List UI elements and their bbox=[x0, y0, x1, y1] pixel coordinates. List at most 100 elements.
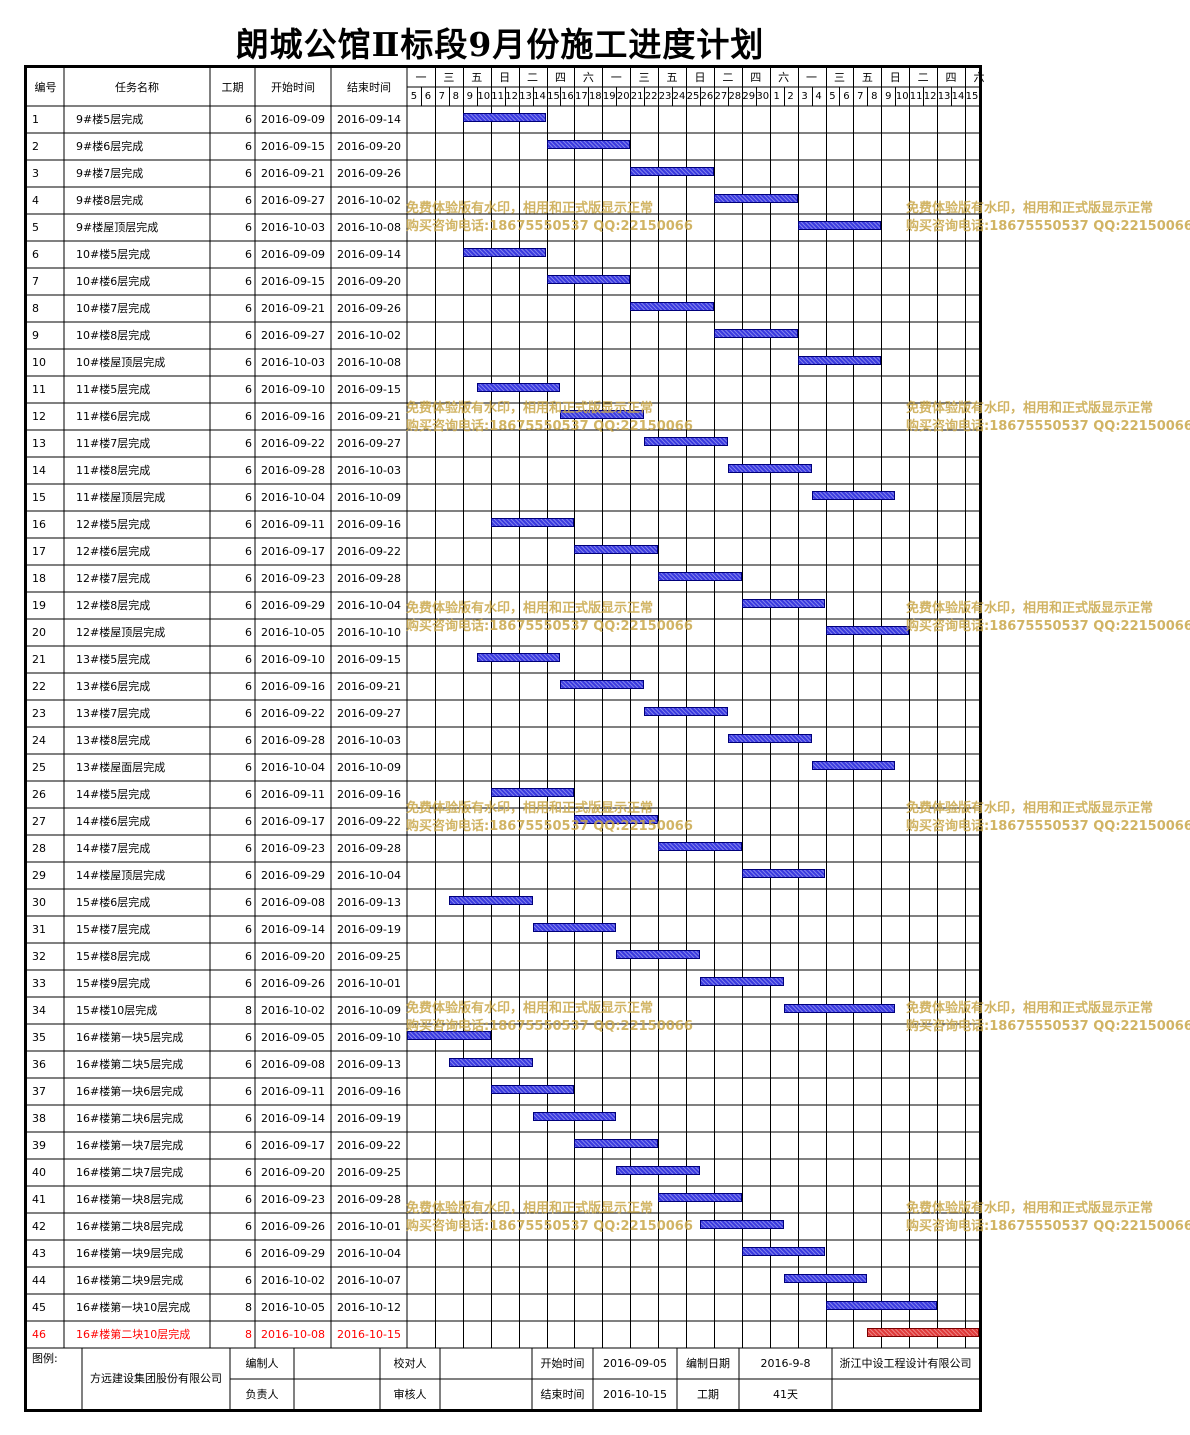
task-start: 2016-09-15 bbox=[261, 140, 325, 153]
footer-duration-value: 41天 bbox=[773, 1387, 798, 1401]
task-end: 2016-09-20 bbox=[337, 275, 401, 288]
task-name: 16#楼第一块5层完成 bbox=[76, 1031, 184, 1044]
footer-end-value: 2016-10-15 bbox=[603, 1387, 667, 1401]
task-duration: 6 bbox=[245, 950, 252, 963]
task-duration: 6 bbox=[245, 1247, 252, 1260]
gantt-bar bbox=[713, 194, 798, 203]
task-name: 13#楼8层完成 bbox=[76, 734, 151, 747]
day-label: 28 bbox=[728, 90, 742, 102]
task-duration: 6 bbox=[245, 680, 252, 693]
task-duration: 6 bbox=[245, 113, 252, 126]
task-name: 9#楼屋顶层完成 bbox=[76, 221, 159, 234]
task-no: 24 bbox=[32, 734, 46, 747]
gantt-bar bbox=[630, 167, 714, 176]
gantt-bar bbox=[825, 626, 910, 635]
day-label: 12 bbox=[505, 90, 518, 102]
task-start: 2016-09-21 bbox=[261, 302, 325, 315]
day-label: 18 bbox=[588, 90, 602, 102]
header-no: 编号 bbox=[34, 80, 57, 94]
task-start: 2016-09-08 bbox=[261, 1058, 325, 1071]
task-start: 2016-09-27 bbox=[261, 194, 325, 207]
task-name: 16#楼第一块7层完成 bbox=[76, 1139, 184, 1152]
gantt-bar bbox=[532, 923, 617, 932]
gantt-bar bbox=[741, 869, 826, 878]
task-duration: 6 bbox=[245, 842, 252, 855]
day-label: 27 bbox=[714, 90, 728, 102]
task-duration: 6 bbox=[245, 1085, 252, 1098]
task-no: 41 bbox=[32, 1193, 46, 1206]
day-label: 10 bbox=[895, 90, 909, 102]
day-label: 13 bbox=[937, 90, 951, 102]
task-end: 2016-09-27 bbox=[337, 437, 401, 450]
task-end: 2016-09-28 bbox=[337, 1193, 401, 1206]
footer-responsible-label: 负责人 bbox=[245, 1387, 279, 1401]
day-label: 8 bbox=[871, 90, 878, 102]
weekday-label: 六 bbox=[582, 71, 594, 84]
task-start: 2016-09-11 bbox=[261, 788, 325, 801]
task-no: 2 bbox=[32, 140, 39, 153]
task-start: 2016-09-20 bbox=[261, 950, 325, 963]
footer-start-label: 开始时间 bbox=[540, 1357, 585, 1370]
task-name: 13#楼屋面层完成 bbox=[76, 761, 166, 774]
day-label: 15 bbox=[965, 90, 979, 102]
weekday-label: 六 bbox=[973, 71, 985, 84]
task-start: 2016-09-10 bbox=[261, 383, 325, 396]
task-end: 2016-09-26 bbox=[337, 167, 401, 180]
gantt-bar bbox=[407, 1031, 491, 1040]
task-start: 2016-09-17 bbox=[261, 545, 325, 558]
task-name: 12#楼屋顶层完成 bbox=[76, 626, 166, 639]
weekday-label: 日 bbox=[694, 71, 706, 84]
day-label: 29 bbox=[742, 90, 756, 102]
task-duration: 6 bbox=[245, 437, 252, 450]
task-name: 13#楼7层完成 bbox=[76, 707, 151, 720]
gantt-bar bbox=[867, 1328, 979, 1337]
gantt-bar bbox=[783, 1004, 896, 1013]
task-no: 17 bbox=[32, 545, 46, 558]
task-duration: 6 bbox=[245, 896, 252, 909]
task-start: 2016-09-16 bbox=[261, 680, 325, 693]
task-start: 2016-09-23 bbox=[261, 1193, 325, 1206]
task-end: 2016-09-26 bbox=[337, 302, 401, 315]
header-duration: 工期 bbox=[221, 80, 244, 94]
task-end: 2016-10-09 bbox=[337, 491, 401, 504]
task-no: 43 bbox=[32, 1247, 46, 1260]
task-name: 16#楼第一块9层完成 bbox=[76, 1247, 184, 1260]
day-label: 12 bbox=[923, 90, 937, 102]
task-end: 2016-09-21 bbox=[337, 410, 401, 423]
task-duration: 6 bbox=[245, 869, 252, 882]
weekday-label: 五 bbox=[861, 71, 873, 84]
task-name: 11#楼6层完成 bbox=[76, 410, 151, 423]
gantt-bar bbox=[532, 1112, 617, 1121]
task-no: 23 bbox=[32, 707, 46, 720]
task-name: 12#楼5层完成 bbox=[76, 518, 151, 531]
schedule-table: 编号 任务名称 工期 开始时间 结束时间一三五日二四六一三五日二四六一三五日二四六 5 6 7… bbox=[24, 65, 984, 1412]
task-duration: 6 bbox=[245, 761, 252, 774]
task-end: 2016-10-09 bbox=[337, 1004, 401, 1017]
task-no: 45 bbox=[32, 1301, 46, 1314]
task-no: 19 bbox=[32, 599, 46, 612]
task-name: 12#楼8层完成 bbox=[76, 599, 151, 612]
weekday-label: 二 bbox=[722, 71, 734, 84]
task-name: 12#楼6层完成 bbox=[76, 545, 151, 558]
task-start: 2016-09-21 bbox=[261, 167, 325, 180]
weekday-label: 四 bbox=[945, 71, 957, 84]
gantt-bar bbox=[797, 221, 882, 230]
day-label: 26 bbox=[700, 90, 714, 102]
task-start: 2016-09-28 bbox=[261, 464, 325, 477]
gantt-bar bbox=[741, 1247, 826, 1256]
gantt-bar bbox=[699, 1220, 784, 1229]
task-duration: 6 bbox=[245, 707, 252, 720]
task-start: 2016-10-02 bbox=[261, 1274, 325, 1287]
gantt-bar bbox=[811, 761, 896, 770]
task-end: 2016-10-09 bbox=[337, 761, 401, 774]
task-duration: 6 bbox=[245, 194, 252, 207]
header-task: 任务名称 bbox=[115, 80, 159, 94]
footer-start-value: 2016-09-05 bbox=[603, 1357, 667, 1370]
gantt-bar bbox=[658, 1193, 742, 1202]
task-name: 15#楼6层完成 bbox=[76, 896, 151, 909]
task-start: 2016-10-04 bbox=[261, 491, 325, 504]
gantt-bar bbox=[546, 140, 631, 149]
task-no: 10 bbox=[32, 356, 46, 369]
gantt-bar bbox=[825, 1301, 938, 1310]
task-name: 15#楼8层完成 bbox=[76, 950, 151, 963]
